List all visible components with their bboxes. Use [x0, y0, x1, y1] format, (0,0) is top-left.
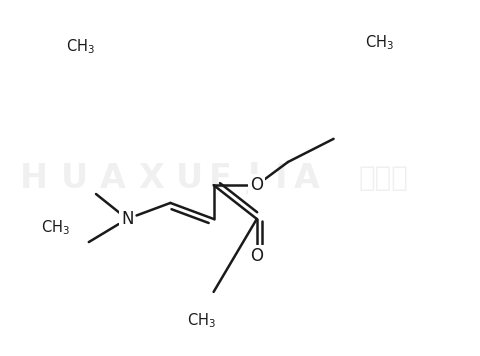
- Text: X: X: [138, 162, 164, 194]
- Text: U: U: [61, 162, 88, 194]
- Text: A: A: [100, 162, 126, 194]
- Text: J: J: [248, 162, 261, 194]
- Text: I: I: [275, 162, 287, 194]
- Text: CH$_3$: CH$_3$: [41, 219, 70, 237]
- Text: N: N: [121, 210, 133, 228]
- Text: O: O: [250, 176, 264, 194]
- Text: A: A: [294, 162, 320, 194]
- Text: CH$_3$: CH$_3$: [66, 37, 95, 56]
- Text: 化学加: 化学加: [359, 164, 409, 192]
- Text: O: O: [250, 247, 264, 265]
- Text: U: U: [176, 162, 203, 194]
- Text: E: E: [209, 162, 232, 194]
- Text: CH$_3$: CH$_3$: [365, 33, 394, 52]
- Text: CH$_3$: CH$_3$: [187, 311, 216, 330]
- Text: H: H: [20, 162, 48, 194]
